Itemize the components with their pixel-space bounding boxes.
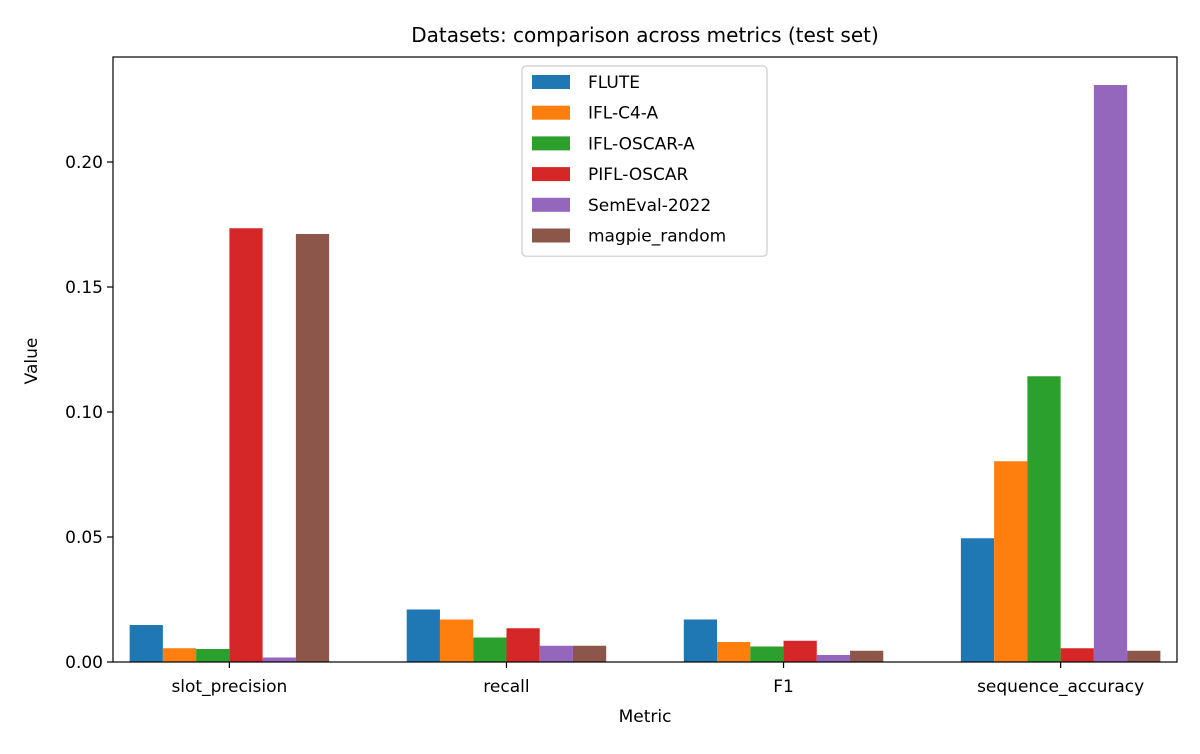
legend-swatch bbox=[532, 197, 570, 212]
y-axis-label: Value bbox=[22, 338, 42, 385]
bar-ifl-c4-a-sequence-accuracy bbox=[994, 461, 1028, 662]
x-tick-label: recall bbox=[483, 677, 529, 697]
bar-magpie-random-sequence-accuracy bbox=[1127, 650, 1161, 662]
x-axis-label: Metric bbox=[619, 707, 672, 727]
legend-label: PIFL-OSCAR bbox=[588, 165, 688, 185]
legend-label: magpie_random bbox=[588, 227, 726, 247]
y-tick-label: 0.20 bbox=[65, 153, 103, 173]
bar-ifl-c4-a-f1 bbox=[717, 642, 751, 662]
y-tick-label: 0.10 bbox=[65, 403, 103, 423]
chart-title: Datasets: comparison across metrics (tes… bbox=[411, 23, 879, 47]
bar-magpie-random-slot-precision bbox=[295, 234, 330, 662]
axes-layer: 0.00 0.05 0.10 0.15 0.20 slot_precision recall… bbox=[65, 56, 1178, 697]
bar-semeval-2022-slot-precision bbox=[262, 657, 296, 662]
legend-label: IFL-OSCAR-A bbox=[588, 134, 695, 154]
bar-flute-slot-precision bbox=[129, 625, 163, 662]
y-tick-label: 0.15 bbox=[65, 278, 103, 298]
legend-box bbox=[521, 65, 768, 257]
bar-pifl-oscar-f1 bbox=[783, 640, 817, 662]
bar-semeval-2022-recall bbox=[539, 645, 573, 662]
legend-label: FLUTE bbox=[588, 73, 640, 93]
y-tick-label: 0.00 bbox=[65, 653, 103, 673]
bar-ifl-c4-a-recall bbox=[439, 619, 474, 662]
legend-swatch bbox=[532, 136, 570, 151]
legend-swatch bbox=[532, 105, 570, 120]
plot-frame bbox=[112, 56, 1178, 663]
bar-ifl-oscar-a-slot-precision bbox=[196, 649, 230, 662]
bar-ifl-oscar-a-sequence-accuracy bbox=[1027, 376, 1061, 662]
bar-magpie-random-f1 bbox=[850, 650, 884, 662]
bar-flute-f1 bbox=[683, 619, 718, 662]
bar-ifl-c4-a-slot-precision bbox=[162, 648, 197, 662]
bar-pifl-oscar-slot-precision bbox=[229, 228, 263, 662]
bar-pifl-oscar-sequence-accuracy bbox=[1060, 648, 1094, 662]
x-tick-label: sequence_accuracy bbox=[977, 677, 1144, 697]
bars-layer bbox=[129, 85, 1161, 662]
legend-swatch bbox=[532, 75, 570, 89]
bar-flute-sequence-accuracy bbox=[960, 538, 995, 662]
y-tick-label: 0.05 bbox=[65, 528, 103, 548]
legend: FLUTE IFL-C4-A IFL-OSCAR-A PIFL-OSCAR SemEva… bbox=[521, 65, 768, 257]
legend-swatch bbox=[532, 228, 570, 243]
bar-flute-recall bbox=[406, 609, 440, 662]
x-tick-label: slot_precision bbox=[171, 677, 287, 697]
bar-semeval-2022-sequence-accuracy bbox=[1093, 85, 1128, 662]
bar-pifl-oscar-recall bbox=[506, 628, 540, 662]
bar-ifl-oscar-a-recall bbox=[473, 637, 507, 662]
x-tick-label: F1 bbox=[773, 677, 794, 697]
bar-ifl-oscar-a-f1 bbox=[750, 646, 784, 662]
legend-swatch bbox=[532, 167, 570, 182]
bar-semeval-2022-f1 bbox=[816, 655, 851, 662]
bar-magpie-random-recall bbox=[572, 645, 607, 662]
legend-label: SemEval-2022 bbox=[588, 196, 711, 216]
legend-label: IFL-C4-A bbox=[588, 104, 659, 124]
